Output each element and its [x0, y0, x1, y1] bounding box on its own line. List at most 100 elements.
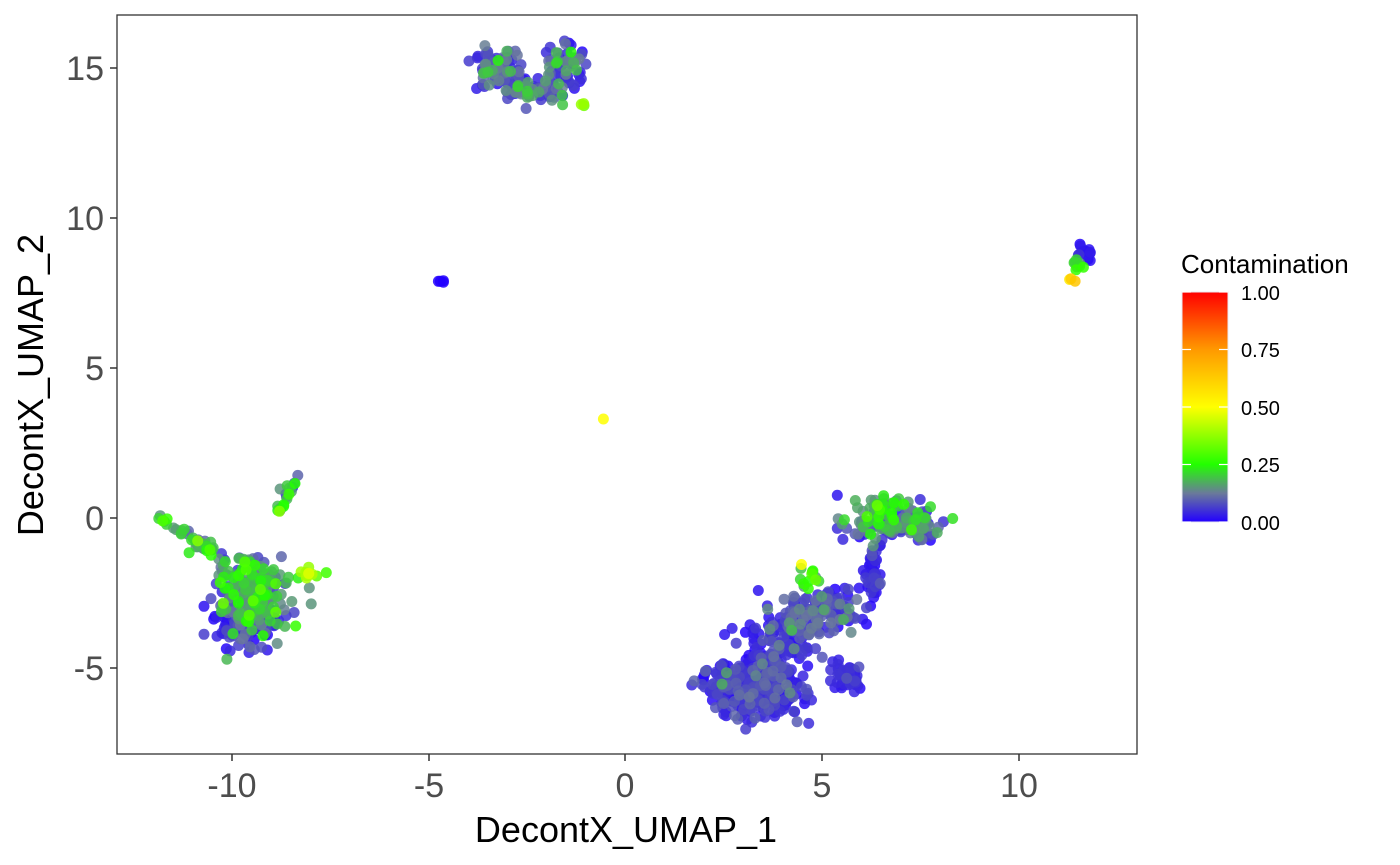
data-point: [513, 66, 525, 78]
data-point: [812, 617, 824, 629]
data-point: [719, 629, 731, 640]
data-point: [871, 500, 883, 511]
data-point: [246, 624, 258, 636]
data-point: [699, 665, 711, 677]
data-point: [931, 527, 943, 539]
x-tick-label: 0: [616, 767, 635, 805]
data-point: [764, 623, 776, 635]
data-point: [303, 567, 315, 579]
data-point: [906, 524, 917, 536]
data-point: [791, 716, 803, 728]
data-point: [838, 514, 850, 526]
data-point: [778, 593, 790, 605]
data-point: [807, 605, 819, 617]
data-point: [463, 55, 475, 67]
data-point: [729, 710, 741, 722]
data-point: [522, 76, 534, 88]
data-point: [221, 653, 233, 665]
data-point: [183, 547, 195, 559]
data-point: [571, 64, 582, 76]
data-point: [237, 633, 249, 645]
data-point: [556, 89, 568, 101]
data-point: [773, 639, 785, 651]
data-point: [268, 564, 279, 576]
data-point: [726, 622, 738, 634]
legend-label: 0.00: [1241, 513, 1280, 535]
legend-label: 0.25: [1241, 455, 1280, 477]
data-point: [730, 663, 741, 675]
data-point: [845, 662, 857, 674]
data-point: [270, 578, 282, 590]
data-point: [192, 535, 204, 547]
data-point: [232, 597, 244, 609]
data-point: [271, 590, 283, 602]
data-point: [520, 103, 532, 114]
data-point: [750, 670, 762, 682]
data-point: [479, 40, 491, 52]
data-point: [788, 643, 800, 655]
data-point: [762, 603, 774, 615]
legend-title: Contamination: [1181, 249, 1349, 279]
data-point: [710, 702, 721, 714]
y-tick-label: -5: [74, 650, 104, 688]
data-point: [825, 617, 837, 629]
data-point: [733, 689, 745, 701]
data-point: [801, 683, 813, 695]
data-point: [796, 649, 808, 661]
y-tick-label: 10: [66, 200, 104, 238]
x-axis-title: DecontX_UMAP_1: [475, 809, 777, 850]
data-point: [521, 85, 533, 97]
x-tick-label: -10: [207, 767, 256, 805]
data-point: [243, 609, 255, 621]
data-point: [832, 668, 844, 680]
legend-colorbar: Contamination 1.00 0.75 0.50 0.25 0.00: [1181, 249, 1349, 535]
data-point: [205, 593, 217, 605]
data-point: [786, 624, 798, 636]
legend-label: 1.00: [1241, 283, 1280, 305]
data-point: [198, 600, 210, 612]
data-point: [575, 98, 587, 110]
data-point: [559, 38, 571, 50]
data-point: [553, 78, 565, 90]
data-point: [925, 501, 936, 513]
data-point: [257, 630, 269, 642]
data-point: [283, 488, 295, 500]
data-point: [270, 606, 282, 618]
data-point: [865, 528, 877, 540]
data-point: [918, 522, 929, 534]
data-point: [546, 94, 558, 106]
data-point: [831, 489, 843, 501]
data-point: [802, 583, 814, 595]
legend-label: 0.50: [1241, 398, 1280, 420]
data-point: [482, 66, 494, 78]
data-point: [219, 556, 231, 568]
data-point: [841, 672, 853, 684]
data-point: [217, 597, 229, 609]
data-point: [1077, 261, 1089, 273]
data-point: [289, 478, 301, 489]
data-point: [803, 717, 815, 729]
data-point: [305, 598, 317, 610]
data-point: [912, 507, 924, 519]
y-axis: -5 0 5 10 15 DecontX_UMAP_2: [10, 50, 117, 688]
data-point: [853, 661, 865, 673]
data-point: [874, 577, 886, 589]
data-point: [853, 582, 865, 594]
data-point: [797, 670, 809, 682]
data-point: [275, 551, 287, 563]
data-point: [597, 413, 609, 425]
data-point: [947, 513, 959, 524]
data-point: [501, 54, 513, 66]
data-point: [878, 490, 890, 502]
data-point: [1075, 240, 1086, 252]
data-point: [861, 602, 872, 614]
data-point: [784, 687, 796, 699]
data-point: [813, 628, 825, 640]
data-point: [249, 559, 261, 571]
data-point: [557, 99, 569, 111]
data-point: [818, 604, 830, 616]
data-point: [769, 692, 781, 704]
x-axis: -10 -5 0 5 10 DecontX_UMAP_1: [207, 754, 1038, 850]
data-point: [551, 57, 562, 69]
data-point: [568, 79, 580, 91]
